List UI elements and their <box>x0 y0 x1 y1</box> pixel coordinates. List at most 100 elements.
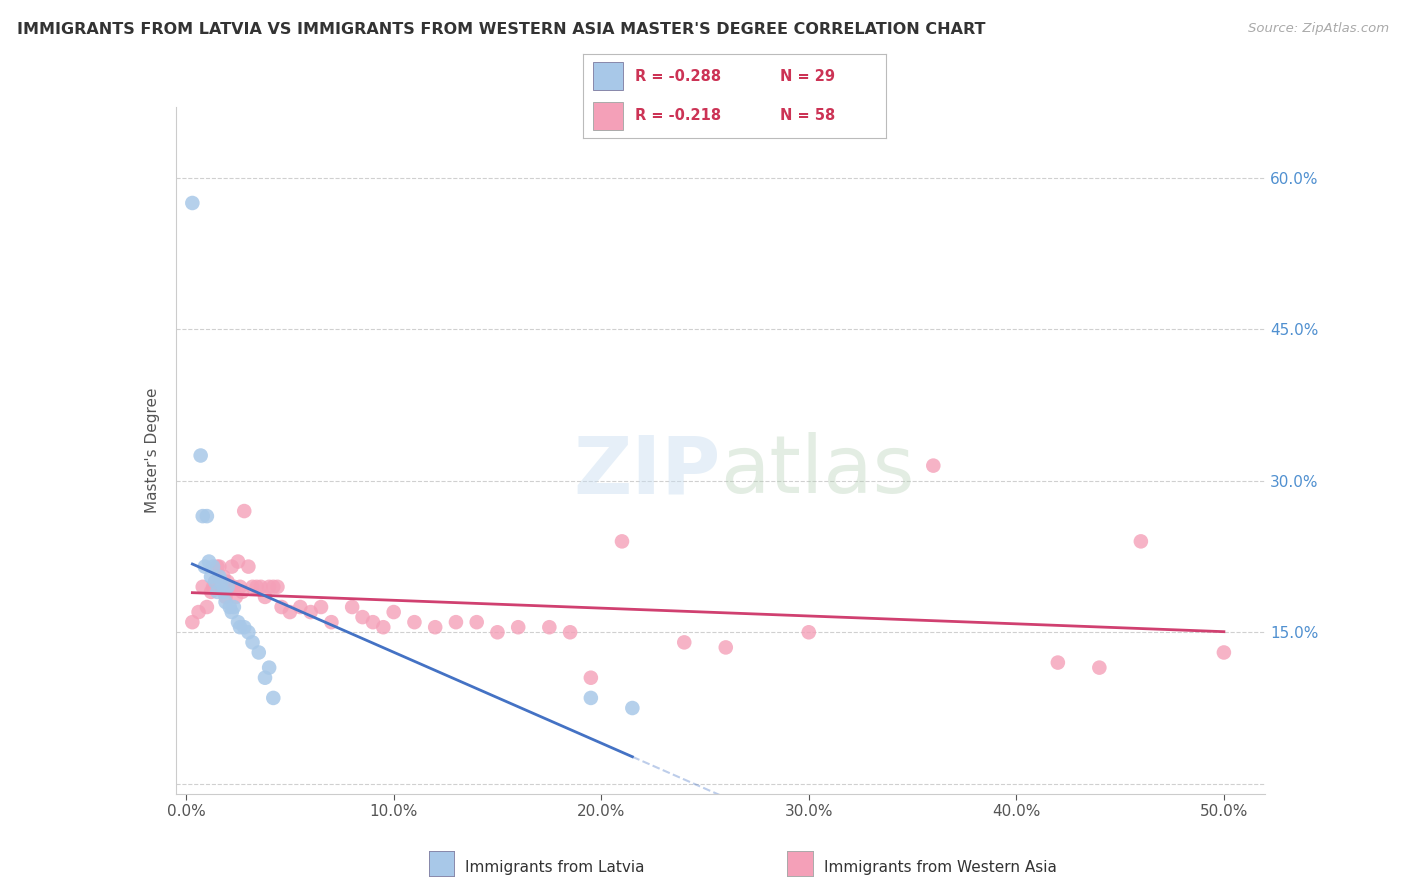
Point <box>1129 534 1152 549</box>
Text: IMMIGRANTS FROM LATVIA VS IMMIGRANTS FROM WESTERN ASIA MASTER'S DEGREE CORRELATI: IMMIGRANTS FROM LATVIA VS IMMIGRANTS FRO… <box>17 22 986 37</box>
Point <box>214 590 236 604</box>
Point <box>209 580 232 594</box>
Text: Immigrants from Latvia: Immigrants from Latvia <box>465 860 645 874</box>
Point <box>195 600 218 615</box>
Point <box>321 615 343 630</box>
Point <box>253 590 276 604</box>
Point <box>257 580 280 594</box>
Point <box>579 690 602 705</box>
Point <box>222 580 245 594</box>
Point <box>242 635 264 649</box>
Point <box>204 574 226 589</box>
Point <box>191 580 214 594</box>
Point <box>226 615 249 630</box>
Point <box>1046 656 1069 670</box>
Point <box>222 600 245 615</box>
Point <box>425 620 447 634</box>
Point <box>208 570 231 584</box>
Point <box>187 605 209 619</box>
Point <box>257 660 280 674</box>
Point <box>309 600 332 615</box>
Point <box>200 570 222 584</box>
Point <box>208 559 231 574</box>
Point <box>262 580 284 594</box>
Point <box>212 570 235 584</box>
Point <box>229 580 252 594</box>
Text: Immigrants from Western Asia: Immigrants from Western Asia <box>824 860 1057 874</box>
Point <box>204 574 226 589</box>
Point <box>922 458 945 473</box>
Point <box>444 615 467 630</box>
Text: N = 29: N = 29 <box>780 69 835 84</box>
Point <box>247 645 270 659</box>
Point <box>238 559 260 574</box>
Point <box>579 671 602 685</box>
Point <box>508 620 530 634</box>
Point <box>191 509 214 524</box>
Point <box>190 449 212 463</box>
Point <box>465 615 488 630</box>
Point <box>610 534 633 549</box>
Point <box>404 615 426 630</box>
Point <box>266 580 288 594</box>
Point <box>218 600 240 615</box>
Point <box>217 580 239 594</box>
Point <box>558 625 581 640</box>
Point <box>373 620 395 634</box>
Point <box>195 509 218 524</box>
Text: Source: ZipAtlas.com: Source: ZipAtlas.com <box>1249 22 1389 36</box>
Point <box>200 585 222 599</box>
Point <box>673 635 696 649</box>
FancyBboxPatch shape <box>592 62 623 90</box>
Y-axis label: Master's Degree: Master's Degree <box>145 388 160 513</box>
Point <box>1088 660 1111 674</box>
Point <box>361 615 384 630</box>
Point <box>181 615 204 630</box>
Point <box>229 620 252 634</box>
Point <box>299 605 322 619</box>
Point <box>221 605 243 619</box>
Point <box>231 585 253 599</box>
Text: atlas: atlas <box>721 432 915 510</box>
Point <box>270 600 292 615</box>
Point <box>253 671 276 685</box>
Point <box>225 590 247 604</box>
Point <box>382 605 405 619</box>
Text: R = -0.288: R = -0.288 <box>636 69 721 84</box>
Text: ZIP: ZIP <box>574 432 721 510</box>
Text: N = 58: N = 58 <box>780 108 835 123</box>
Point <box>202 580 225 594</box>
Point <box>262 690 284 705</box>
Point <box>238 625 260 640</box>
Point <box>714 640 737 655</box>
Point <box>1212 645 1234 659</box>
Point <box>352 610 374 624</box>
Point <box>233 504 256 518</box>
Point <box>486 625 509 640</box>
Point <box>226 555 249 569</box>
Point <box>181 196 204 211</box>
Point <box>207 559 229 574</box>
Point <box>340 600 363 615</box>
Point <box>218 580 240 594</box>
Point <box>250 580 273 594</box>
Point <box>212 585 235 599</box>
Point <box>198 555 221 569</box>
Point <box>246 580 269 594</box>
Point <box>207 585 229 599</box>
Point <box>797 625 820 640</box>
Point <box>209 574 232 589</box>
Text: R = -0.218: R = -0.218 <box>636 108 721 123</box>
Point <box>538 620 561 634</box>
Point <box>278 605 301 619</box>
Point <box>194 559 217 574</box>
Point <box>233 620 256 634</box>
Point <box>221 559 243 574</box>
Point <box>290 600 312 615</box>
Point <box>621 701 644 715</box>
FancyBboxPatch shape <box>592 102 623 130</box>
Point <box>217 574 239 589</box>
Point <box>202 559 225 574</box>
Point <box>214 595 236 609</box>
Point <box>242 580 264 594</box>
